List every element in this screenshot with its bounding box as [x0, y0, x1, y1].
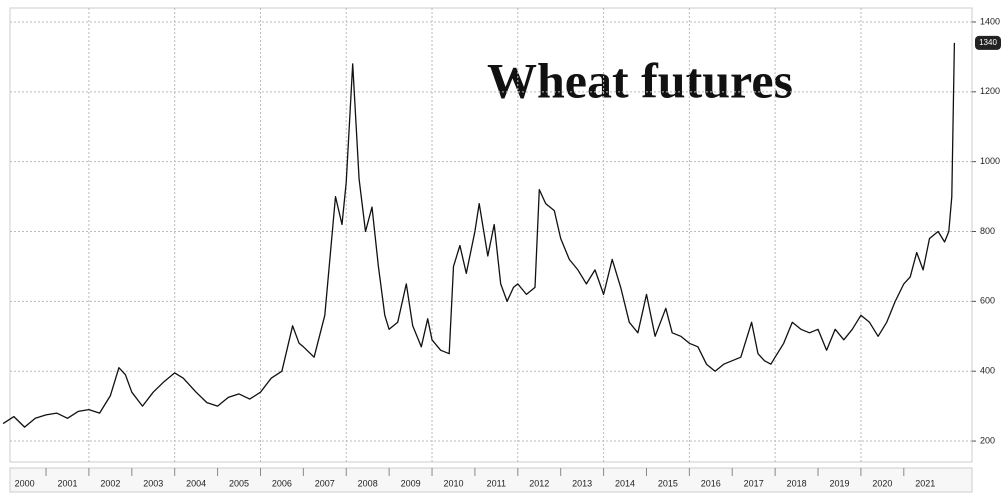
- x-tick-label: 2008: [358, 478, 378, 488]
- chart-title: Wheat futures: [487, 52, 793, 108]
- x-tick-label: 2011: [487, 478, 506, 488]
- x-tick-label: 2020: [872, 478, 892, 488]
- y-tick-label: 400: [980, 366, 995, 376]
- x-tick-label: 2000: [15, 478, 35, 488]
- x-tick-label: 2010: [443, 478, 463, 488]
- y-tick-label: 600: [980, 296, 995, 306]
- x-tick-label: 2007: [315, 478, 335, 488]
- x-tick-label: 2004: [186, 478, 206, 488]
- last-value-label: 1340: [979, 38, 997, 47]
- y-tick-label: 1200: [980, 86, 1000, 96]
- x-axis-strip: [9, 467, 973, 493]
- x-tick-label: 2019: [829, 478, 849, 488]
- x-tick-label: 2021: [915, 478, 935, 488]
- x-tick-label: 2005: [229, 478, 249, 488]
- x-tick-label: 2012: [529, 478, 549, 488]
- y-tick-label: 200: [980, 435, 995, 445]
- x-tick-label: 2018: [787, 478, 807, 488]
- x-tick-label: 2001: [57, 478, 77, 488]
- x-tick-label: 2016: [701, 478, 721, 488]
- x-tick-label: 2015: [658, 478, 678, 488]
- price-line: [2, 42, 956, 428]
- last-value-tag: [975, 35, 1001, 50]
- plot-area: [9, 7, 973, 463]
- y-tick-label: 800: [980, 226, 995, 236]
- x-tick-label: 2017: [744, 478, 764, 488]
- x-tick-label: 2013: [572, 478, 592, 488]
- x-tick-label: 2002: [100, 478, 120, 488]
- y-tick-label: 1400: [980, 16, 1000, 26]
- x-tick-label: 2009: [401, 478, 421, 488]
- x-tick-label: 2003: [143, 478, 163, 488]
- x-tick-label: 2006: [272, 478, 292, 488]
- x-tick-label: 2014: [615, 478, 635, 488]
- y-tick-label: 1000: [980, 156, 1000, 166]
